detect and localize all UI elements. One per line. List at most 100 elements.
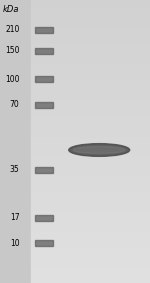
Bar xyxy=(31,150,150,153)
Bar xyxy=(31,235,150,238)
Bar xyxy=(31,167,150,170)
Text: 10: 10 xyxy=(10,239,19,248)
Bar xyxy=(35,167,54,173)
Bar xyxy=(31,246,150,249)
Bar xyxy=(31,133,150,136)
Bar xyxy=(31,6,150,8)
Bar xyxy=(31,218,150,221)
Bar xyxy=(31,54,150,57)
Bar xyxy=(35,48,54,54)
Bar xyxy=(31,181,150,184)
Bar xyxy=(31,8,150,11)
Bar xyxy=(31,139,150,142)
Bar xyxy=(31,79,150,82)
Bar xyxy=(31,130,150,133)
Bar xyxy=(31,147,150,150)
Bar xyxy=(31,269,150,272)
Bar xyxy=(31,187,150,190)
Bar xyxy=(31,57,150,59)
Bar xyxy=(31,184,150,187)
Bar xyxy=(31,45,150,48)
Bar xyxy=(31,215,150,218)
Bar xyxy=(31,20,150,23)
Bar xyxy=(31,255,150,258)
Bar xyxy=(31,76,150,79)
Bar xyxy=(31,23,150,25)
Bar xyxy=(31,105,150,108)
Bar xyxy=(31,164,150,167)
Bar xyxy=(31,82,150,85)
Bar xyxy=(31,243,150,246)
Bar xyxy=(31,221,150,224)
Bar xyxy=(31,125,150,127)
Bar xyxy=(31,190,150,192)
Bar xyxy=(31,62,150,65)
Bar xyxy=(31,156,150,158)
Bar xyxy=(35,240,54,246)
Bar xyxy=(31,51,150,54)
Bar xyxy=(31,96,150,99)
Bar xyxy=(31,173,150,175)
Bar xyxy=(31,153,150,156)
Bar xyxy=(31,258,150,260)
Bar xyxy=(31,263,150,266)
Bar xyxy=(31,85,150,88)
Bar xyxy=(31,229,150,232)
Bar xyxy=(35,76,54,82)
Bar xyxy=(31,249,150,252)
Bar xyxy=(31,65,150,68)
Bar xyxy=(31,212,150,215)
Bar xyxy=(31,102,150,105)
Text: 17: 17 xyxy=(10,213,19,222)
Bar xyxy=(31,48,150,51)
Text: 70: 70 xyxy=(10,100,19,109)
Bar xyxy=(31,175,150,178)
Bar xyxy=(31,277,150,280)
Bar xyxy=(31,226,150,229)
Bar xyxy=(31,238,150,241)
Bar xyxy=(31,110,150,113)
Bar xyxy=(31,144,150,147)
Bar xyxy=(31,113,150,116)
Bar xyxy=(31,209,150,212)
Bar xyxy=(31,161,150,164)
Bar xyxy=(31,59,150,62)
Bar xyxy=(31,116,150,119)
Text: 100: 100 xyxy=(5,75,19,84)
Bar xyxy=(31,40,150,42)
Bar xyxy=(31,31,150,34)
Text: kDa: kDa xyxy=(3,5,19,14)
Bar xyxy=(31,34,150,37)
Bar xyxy=(31,232,150,235)
Bar xyxy=(31,252,150,255)
Bar xyxy=(31,224,150,226)
Text: 150: 150 xyxy=(5,46,19,55)
Bar xyxy=(31,192,150,195)
Bar xyxy=(31,91,150,93)
Bar xyxy=(31,3,150,6)
Ellipse shape xyxy=(69,144,130,156)
Text: 210: 210 xyxy=(5,25,19,34)
Bar xyxy=(31,241,150,243)
Bar xyxy=(31,178,150,181)
Bar xyxy=(31,207,150,209)
Bar xyxy=(31,198,150,201)
Bar xyxy=(31,142,150,144)
Bar xyxy=(31,280,150,283)
Bar xyxy=(35,215,54,221)
Bar xyxy=(31,204,150,207)
Bar xyxy=(31,260,150,263)
Bar xyxy=(31,68,150,71)
Bar xyxy=(31,122,150,125)
Bar xyxy=(31,275,150,277)
Bar xyxy=(31,88,150,91)
Bar xyxy=(31,14,150,17)
Text: 35: 35 xyxy=(10,165,19,174)
Bar xyxy=(31,0,150,3)
Bar xyxy=(31,119,150,122)
Bar xyxy=(31,71,150,74)
Bar xyxy=(31,170,150,173)
Bar xyxy=(31,127,150,130)
Bar xyxy=(31,93,150,96)
Bar xyxy=(31,158,150,161)
